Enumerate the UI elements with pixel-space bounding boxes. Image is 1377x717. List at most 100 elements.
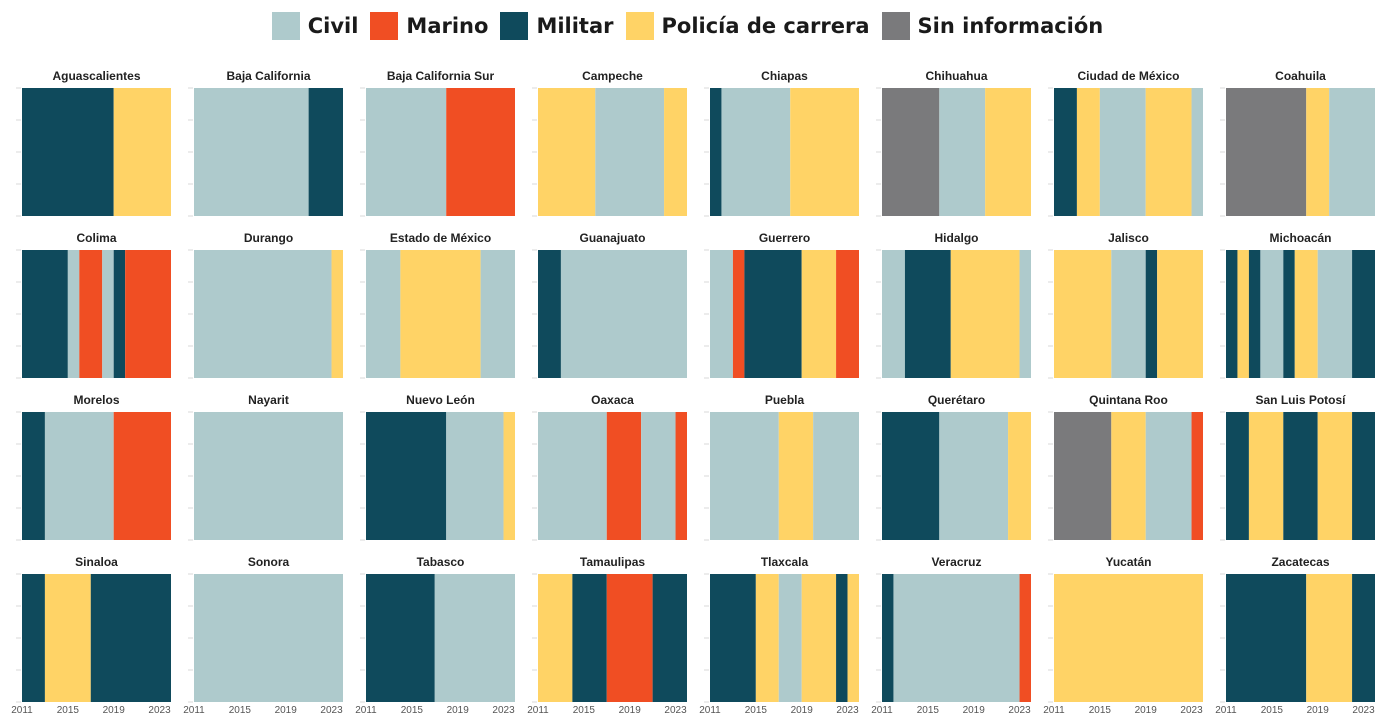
x-tick-label: 2019 xyxy=(791,705,814,716)
segment-bar xyxy=(538,250,561,378)
state-panel: Chihuahua xyxy=(876,69,1031,217)
segment-bar xyxy=(882,250,905,378)
state-panel: Sinaloa 2011 2015 2019 2023 xyxy=(11,555,171,716)
panel-title: Hidalgo xyxy=(935,231,979,245)
segment-bar xyxy=(446,412,504,540)
panel-title: Estado de México xyxy=(390,231,491,245)
legend-item: Civil xyxy=(271,12,358,40)
segment-bar xyxy=(939,412,1009,540)
segment-bar xyxy=(882,412,940,540)
segment-bar xyxy=(1306,574,1353,702)
panel-title: Guanajuato xyxy=(579,231,645,245)
segment-bar xyxy=(1329,88,1375,216)
segment-bar xyxy=(710,412,779,540)
state-panel: Baja California xyxy=(188,69,343,217)
state-panel: San Luis Potosí xyxy=(1220,393,1375,541)
x-tick-label: 2011 xyxy=(1043,705,1065,716)
segment-bar xyxy=(755,574,779,702)
segment-bar xyxy=(1226,88,1307,216)
segment-bar xyxy=(113,88,171,216)
segment-bar xyxy=(836,574,848,702)
segment-bar xyxy=(1054,574,1203,702)
segment-bar xyxy=(1054,88,1077,216)
x-tick-label: 2023 xyxy=(1352,705,1375,716)
state-panel: Oaxaca xyxy=(532,393,687,541)
legend-swatch xyxy=(271,12,300,40)
segment-bar xyxy=(194,250,332,378)
x-tick-label: 2019 xyxy=(1135,705,1158,716)
segment-bar xyxy=(778,412,814,540)
x-tick-label: 2015 xyxy=(745,705,768,716)
segment-bar xyxy=(790,88,859,216)
segment-bar xyxy=(1306,88,1330,216)
segment-bar xyxy=(1191,412,1203,540)
segment-bar xyxy=(606,574,653,702)
legend-item: Marino xyxy=(370,12,488,40)
segment-bar xyxy=(79,250,103,378)
state-panel: Coahuila xyxy=(1220,69,1375,217)
segment-bar xyxy=(90,574,171,702)
x-tick-label: 2023 xyxy=(492,705,515,716)
segment-bar xyxy=(1191,88,1203,216)
state-panel: Baja California Sur xyxy=(360,69,515,217)
panel-title: San Luis Potosí xyxy=(1255,393,1346,407)
segment-bar xyxy=(366,88,447,216)
segment-bar xyxy=(22,574,45,702)
segment-bar xyxy=(400,250,481,378)
segment-bar xyxy=(595,88,665,216)
segment-bar xyxy=(113,250,126,378)
state-panel: Nayarit xyxy=(188,393,343,541)
segment-bar xyxy=(721,88,791,216)
segment-bar xyxy=(1145,250,1158,378)
x-tick-label: 2019 xyxy=(619,705,642,716)
segment-bar xyxy=(1111,412,1146,540)
segment-bar xyxy=(813,412,859,540)
segment-bar xyxy=(1248,412,1284,540)
segment-bar xyxy=(893,574,1020,702)
panel-title: Querétaro xyxy=(928,393,985,407)
segment-bar xyxy=(664,88,687,216)
state-panel: Tlaxcala 2011 2015 2019 2023 xyxy=(699,555,859,716)
state-panel: Michoacán xyxy=(1220,231,1375,379)
segment-bar xyxy=(904,250,951,378)
x-tick-label: 2015 xyxy=(573,705,596,716)
panel-title: Veracruz xyxy=(931,555,981,569)
segment-bar xyxy=(538,412,607,540)
segment-bar xyxy=(1019,250,1031,378)
state-panel: Quintana Roo xyxy=(1048,393,1203,541)
segment-bar xyxy=(67,250,80,378)
segment-bar xyxy=(675,412,687,540)
state-panel: Sonora 2011 2015 2019 2023 xyxy=(183,555,343,716)
panel-title: Durango xyxy=(244,231,293,245)
legend-item: Sin información xyxy=(881,12,1103,40)
segment-bar xyxy=(538,574,573,702)
segment-bar xyxy=(44,574,91,702)
state-panel: Guanajuato xyxy=(532,231,687,379)
segment-bar xyxy=(744,250,802,378)
segment-bar xyxy=(1317,412,1353,540)
segment-bar xyxy=(1237,250,1249,378)
segment-bar xyxy=(44,412,114,540)
state-panel: Aguascalientes xyxy=(16,69,171,217)
x-tick-label: 2015 xyxy=(229,705,252,716)
segment-bar xyxy=(1054,412,1112,540)
legend-label: Militar xyxy=(536,14,614,38)
legend-swatch xyxy=(625,12,654,40)
x-tick-label: 2023 xyxy=(1180,705,1203,716)
panel-title: Sinaloa xyxy=(75,555,118,569)
segment-bar xyxy=(710,574,756,702)
panel-title: Campeche xyxy=(582,69,643,83)
state-panel: Zacatecas 2011 2015 2019 2023 xyxy=(1215,555,1375,716)
segment-bar xyxy=(641,412,676,540)
segment-bar xyxy=(125,250,171,378)
x-tick-label: 2019 xyxy=(447,705,470,716)
state-panel: Jalisco xyxy=(1048,231,1203,379)
segment-bar xyxy=(560,250,687,378)
segment-bar xyxy=(778,574,802,702)
segment-bar xyxy=(434,574,515,702)
segment-bar xyxy=(1076,88,1100,216)
segment-bar xyxy=(194,412,343,540)
legend-item: Militar xyxy=(500,12,614,40)
segment-bar xyxy=(1352,412,1375,540)
panel-title: Michoacán xyxy=(1269,231,1331,245)
